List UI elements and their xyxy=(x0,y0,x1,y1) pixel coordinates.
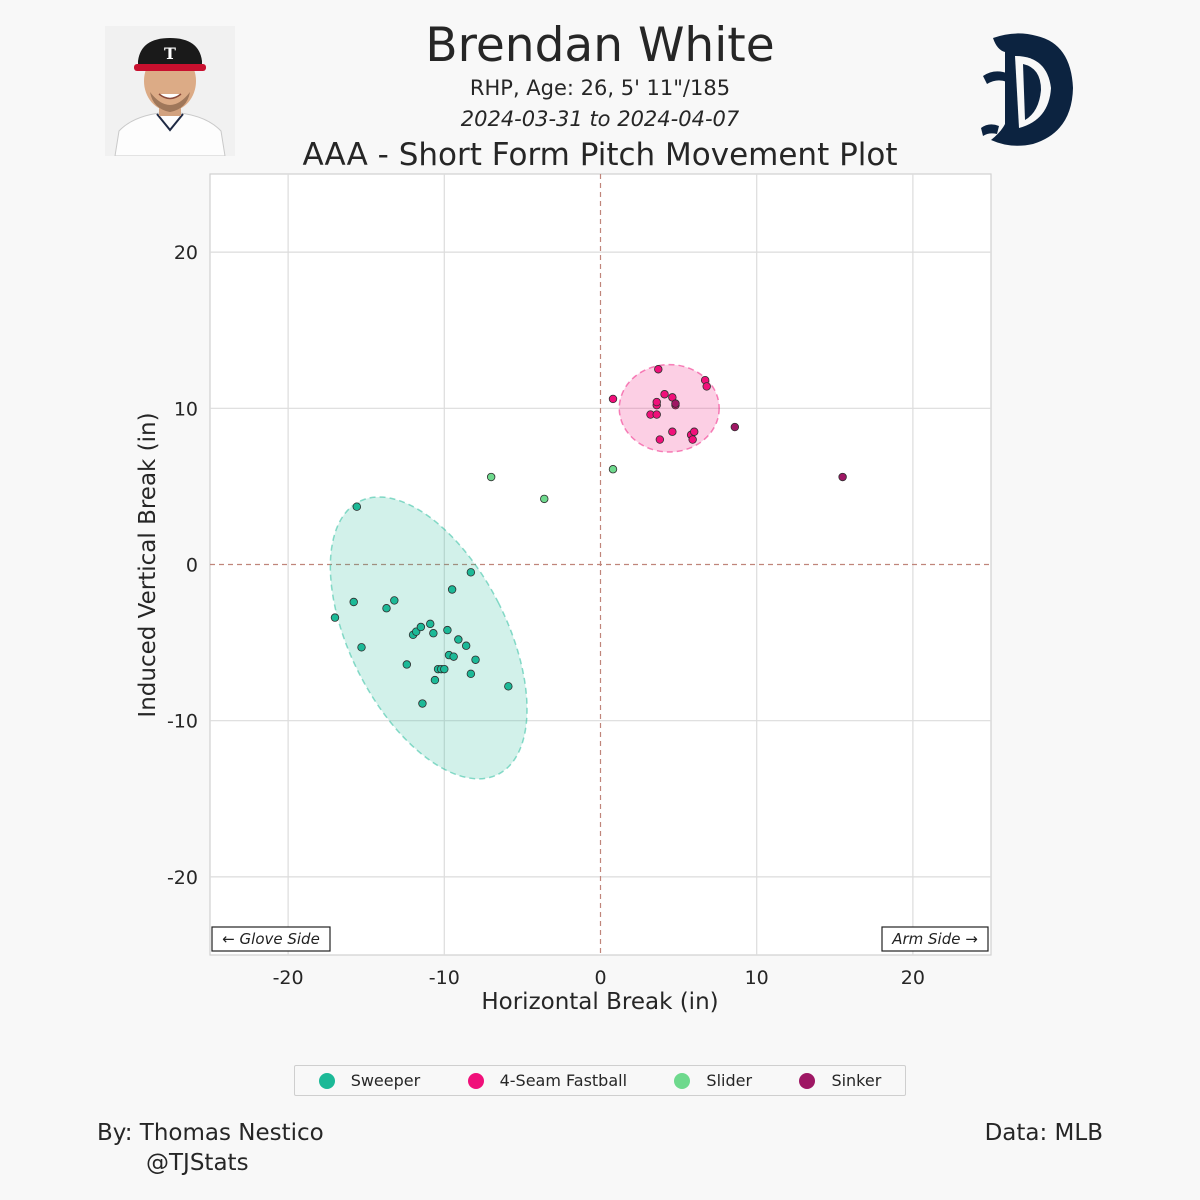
y-tick-label: 20 xyxy=(174,242,198,264)
4-seam-fastball-point xyxy=(652,410,661,419)
pitch-movement-chart: -20 -10 0 10 20 -20 -10 0 10 20 ← Glove Side Arm … xyxy=(135,173,992,1015)
legend-item-slider: Slider xyxy=(674,1071,752,1090)
sweeper-point xyxy=(447,585,457,594)
sweeper-point xyxy=(440,664,449,674)
glove-side-annotation: ← Glove Side xyxy=(211,926,331,952)
4-seam-fastball-point xyxy=(655,435,665,444)
data-source: Data: MLB xyxy=(984,1120,1103,1146)
sweeper-point xyxy=(402,660,412,669)
slider-point xyxy=(486,472,496,482)
player-info: RHP, Age: 26, 5' 11"/185 xyxy=(469,76,731,100)
sweeper-point xyxy=(390,596,399,605)
sweeper-point xyxy=(416,622,426,632)
sweeper-point xyxy=(330,613,340,622)
sweeper-point xyxy=(454,635,463,644)
legend-label: Slider xyxy=(706,1071,753,1090)
sweeper-point xyxy=(466,568,476,577)
sweeper-point xyxy=(430,675,440,685)
sinker-point xyxy=(838,472,847,482)
sweeper-point xyxy=(443,625,452,635)
sweeper-point xyxy=(352,502,362,511)
sinker-point xyxy=(671,399,680,408)
arm-side-label: Arm Side → xyxy=(891,930,978,948)
legend-item-sinker: Sinker xyxy=(799,1071,881,1090)
sweeper-point xyxy=(349,597,358,607)
y-tick-label: -20 xyxy=(167,867,198,889)
sweeper-point xyxy=(429,629,438,638)
sinker-point xyxy=(730,422,740,432)
sweeper-point xyxy=(357,643,366,652)
slider-point xyxy=(540,494,549,504)
sweeper-point xyxy=(461,641,471,650)
x-tick-label: 0 xyxy=(594,967,606,989)
sweeper-ellipse xyxy=(329,496,528,780)
y-tick-label: 0 xyxy=(186,555,198,577)
date-range: 2024-03-31 to 2024-04-07 xyxy=(460,107,740,131)
legend-label: Sweeper xyxy=(350,1071,421,1090)
sweeper-point xyxy=(418,699,427,708)
4-seam-fastball-point xyxy=(688,435,697,444)
4-seam-fastball-point xyxy=(652,397,661,407)
y-tick-label: -10 xyxy=(167,711,198,733)
legend-swatch xyxy=(467,1072,484,1089)
x-tick-label: 10 xyxy=(745,967,769,989)
player-name: Brendan White xyxy=(425,18,775,73)
reference-lines xyxy=(210,174,991,955)
author-handle: @TJStats xyxy=(146,1150,249,1176)
legend-swatch xyxy=(318,1072,335,1089)
sweeper-point xyxy=(426,619,435,629)
svg-text:T: T xyxy=(164,44,176,63)
x-tick-label: 20 xyxy=(901,967,925,989)
legend-label: 4-Seam Fastball xyxy=(499,1071,628,1090)
legend-swatch xyxy=(674,1072,691,1089)
detroit-tigers-logo xyxy=(981,33,1073,146)
sweeper-point xyxy=(471,655,480,664)
sweeper-point xyxy=(449,652,458,661)
legend-swatch xyxy=(799,1072,816,1089)
x-tick-label: -10 xyxy=(429,967,460,989)
4-seam-fastball-point xyxy=(654,365,663,374)
legend-item-sweeper: Sweeper xyxy=(318,1071,421,1090)
sweeper-point xyxy=(382,604,391,613)
pitch-points xyxy=(330,365,847,708)
chart-title: AAA - Short Form Pitch Movement Plot xyxy=(302,137,898,173)
4-seam-fastball-point xyxy=(702,382,711,391)
chart-legend: Sweeper 4-Seam Fastball Slider Sinker xyxy=(294,1065,906,1096)
slider-point xyxy=(608,465,618,474)
legend-item-4-seam-fastball: 4-Seam Fastball xyxy=(467,1071,628,1090)
x-axis-label: Horizontal Break (in) xyxy=(481,989,718,1015)
arm-side-annotation: Arm Side → xyxy=(881,926,989,952)
grid-lines xyxy=(210,174,991,955)
glove-side-label: ← Glove Side xyxy=(222,930,320,948)
sweeper-point xyxy=(466,669,476,679)
4-seam-fastball-point xyxy=(660,390,669,399)
4-seam-fastball-point xyxy=(690,427,699,436)
4-seam-fastball-point xyxy=(668,427,677,436)
sweeper-point xyxy=(504,682,513,691)
player-headshot: T xyxy=(105,26,235,156)
axis-tick-labels: -20 -10 0 10 20 -20 -10 0 10 20 xyxy=(167,242,925,989)
author-credit: By: Thomas Nestico xyxy=(97,1120,324,1146)
y-tick-label: 10 xyxy=(174,398,198,420)
x-tick-label: -20 xyxy=(273,967,304,989)
y-axis-label: Induced Vertical Break (in) xyxy=(135,412,161,717)
4-seam-fastball-point xyxy=(608,394,618,404)
legend-label: Sinker xyxy=(831,1071,882,1090)
